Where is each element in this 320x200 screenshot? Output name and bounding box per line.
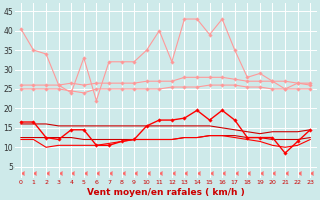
X-axis label: Vent moyen/en rafales ( km/h ): Vent moyen/en rafales ( km/h ) [87, 188, 244, 197]
